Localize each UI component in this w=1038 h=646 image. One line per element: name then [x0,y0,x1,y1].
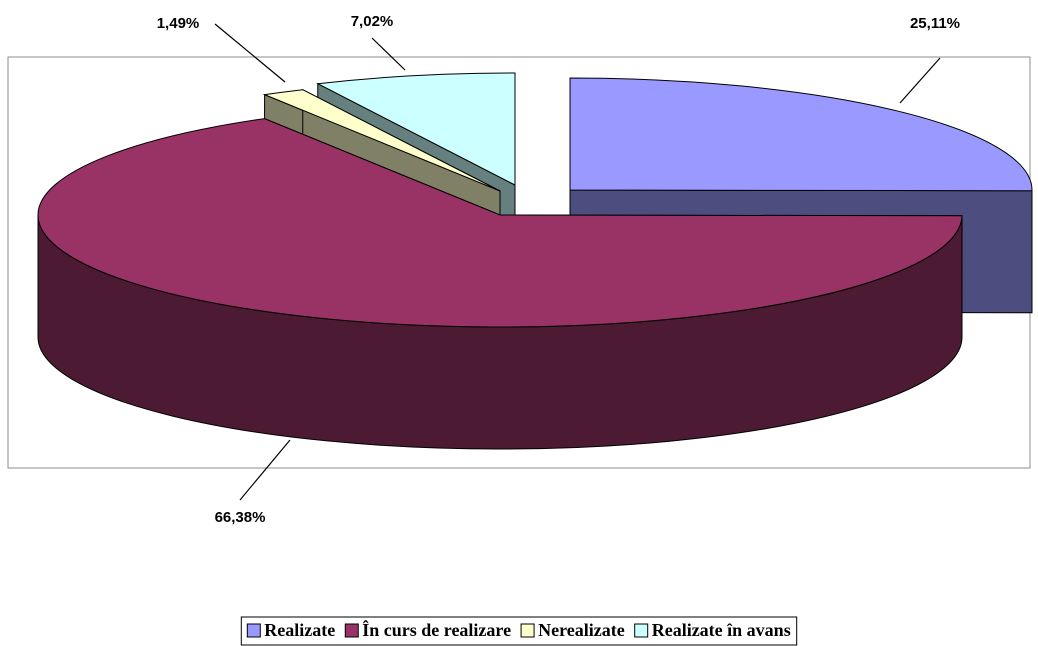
data-label: 66,38% [215,509,266,526]
slice [262,89,501,192]
data-label: 7,02% [351,13,394,30]
data-label: 1,49% [157,15,200,32]
slice [569,77,1033,192]
legend-swatch [246,623,261,638]
legend-swatch [344,623,359,638]
legend-box [240,616,798,646]
slice [316,72,516,186]
legend-label: Realizate [264,620,335,640]
leader-line [214,23,286,83]
legend-label: Nerealizate [538,620,625,640]
legend-label: În curs de realizare [362,619,511,640]
slice [37,118,963,328]
pie [37,72,1033,450]
leader-line [371,37,406,71]
data-labels: 25,11% 66,38% 1,49% 7,02% [157,13,960,526]
legend: Realizate În curs de realizare Nerealizate… [240,616,798,646]
leader-line [239,439,291,501]
legend-label: Realizate în avans [652,620,791,640]
data-label: 25,11% [910,15,960,32]
legend-swatch [634,623,649,638]
legend-swatch [520,623,535,638]
leader-line [899,57,941,104]
